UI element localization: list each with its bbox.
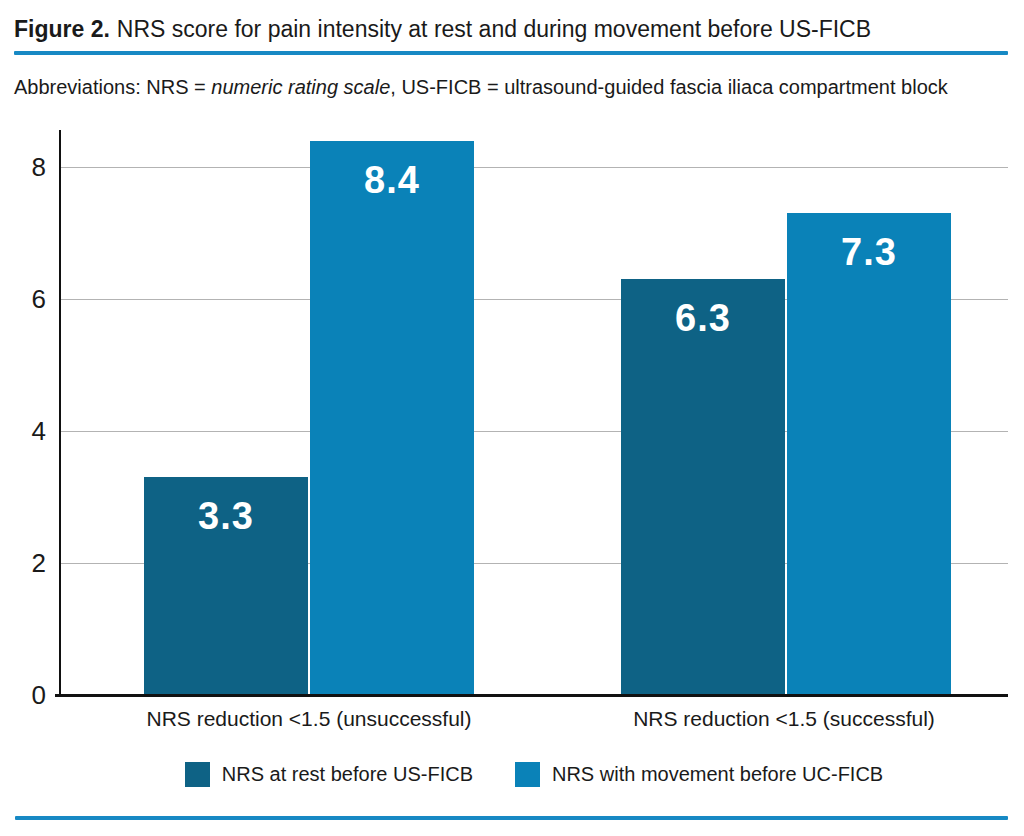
- bar-successful-series2: 7.3: [787, 213, 951, 695]
- legend-swatch-icon: [515, 762, 540, 787]
- figure-2-container: Figure 2.NRS score for pain intensity at…: [0, 0, 1024, 836]
- y-tick-label-6: 6: [0, 283, 46, 315]
- legend-label: NRS at rest before US-FICB: [222, 763, 473, 786]
- bar-value-label: 6.3: [675, 279, 731, 340]
- bar-chart: 0 2 4 6 8 3.3 6.3 8.4 7.3 NRS reduction <1.5 (uns…: [0, 0, 1024, 836]
- y-tick-label-2: 2: [0, 547, 46, 579]
- bar-value-label: 8.4: [364, 141, 420, 202]
- x-category-label-successful: NRS reduction <1.5 (successful): [633, 707, 935, 731]
- bar-successful-series1: 6.3: [621, 279, 785, 695]
- x-axis-line: [55, 694, 1008, 697]
- legend-item-series1: NRS at rest before US-FICB: [185, 762, 473, 787]
- gridline-y8: [59, 167, 1008, 168]
- legend-swatch-icon: [185, 762, 210, 787]
- x-category-label-unsuccessful: NRS reduction <1.5 (unsuccessful): [146, 707, 471, 731]
- bottom-divider: [15, 816, 1008, 820]
- legend-label: NRS with movement before UC-FICB: [552, 763, 883, 786]
- bar-unsuccessful-series2: 8.4: [310, 141, 474, 695]
- y-tick-label-4: 4: [0, 415, 46, 447]
- bar-value-label: 7.3: [841, 213, 897, 274]
- y-tick-label-0: 0: [0, 679, 46, 711]
- y-tick-label-8: 8: [0, 151, 46, 183]
- legend-item-series2: NRS with movement before UC-FICB: [515, 762, 883, 787]
- y-axis-line: [59, 130, 61, 697]
- bar-value-label: 3.3: [198, 477, 254, 538]
- bar-unsuccessful-series1: 3.3: [144, 477, 308, 695]
- chart-legend: NRS at rest before US-FICB NRS with movem…: [60, 762, 1008, 787]
